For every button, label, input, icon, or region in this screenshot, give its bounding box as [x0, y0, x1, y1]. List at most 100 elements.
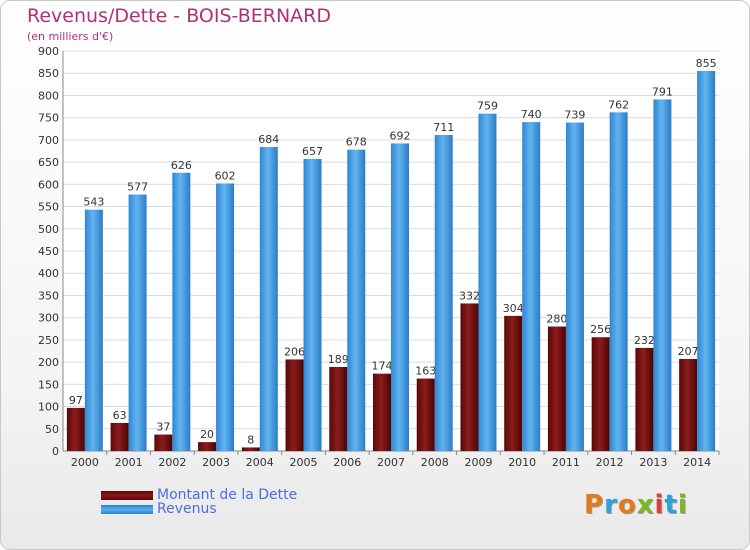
data-label-dette: 37	[156, 421, 170, 434]
bar-dette	[591, 337, 610, 451]
y-tick-label: 600	[38, 178, 59, 191]
y-tick-label: 400	[38, 267, 59, 280]
bar-dette	[285, 359, 304, 451]
data-label-revenus: 684	[258, 133, 279, 146]
data-label-dette: 97	[69, 394, 83, 407]
x-tick-label: 2000	[71, 456, 99, 469]
logo-letter: t	[664, 490, 678, 520]
proxiti-logo: Proxiti	[584, 490, 688, 520]
x-tick-label: 2012	[596, 456, 624, 469]
data-label-dette: 206	[284, 345, 305, 358]
bar-revenus	[216, 183, 235, 451]
data-label-dette: 332	[459, 289, 480, 302]
x-tick-label: 2004	[246, 456, 274, 469]
bar-revenus	[84, 209, 103, 451]
bar-revenus	[434, 135, 453, 451]
data-label-revenus: 602	[215, 169, 236, 182]
bar-dette	[416, 378, 435, 451]
bar-dette	[154, 434, 173, 451]
chart-subtitle: (en milliers d'€)	[27, 30, 114, 43]
x-tick-label: 2003	[202, 456, 230, 469]
data-label-dette: 280	[546, 313, 567, 326]
logo-letter: r	[604, 490, 618, 520]
legend-swatch-revenus	[101, 504, 153, 514]
bar-dette	[198, 442, 217, 451]
logo-letter: i	[654, 490, 665, 520]
y-tick-label: 450	[38, 245, 59, 258]
x-tick-label: 2011	[552, 456, 580, 469]
data-label-dette: 207	[678, 345, 699, 358]
data-label-revenus: 855	[696, 57, 717, 70]
x-tick-label: 2005	[290, 456, 318, 469]
y-tick-label: 0	[52, 445, 59, 458]
data-label-revenus: 739	[564, 109, 585, 122]
legend-label-dette: Montant de la Dette	[157, 487, 298, 503]
y-tick-label: 50	[45, 423, 59, 436]
bar-dette	[504, 315, 523, 451]
data-label-revenus: 740	[521, 108, 542, 121]
y-tick-label: 850	[38, 67, 59, 80]
data-label-dette: 20	[200, 428, 214, 441]
x-tick-label: 2006	[333, 456, 361, 469]
bar-dette	[547, 326, 566, 451]
data-label-dette: 174	[372, 360, 393, 373]
bar-revenus	[128, 194, 147, 452]
y-tick-label: 100	[38, 401, 59, 414]
y-tick-label: 250	[38, 334, 59, 347]
data-label-dette: 304	[503, 302, 524, 315]
bar-revenus	[565, 122, 584, 452]
logo-letter: o	[617, 490, 637, 520]
x-tick-label: 2009	[464, 456, 492, 469]
y-tick-label: 900	[38, 45, 59, 58]
legend-item-revenus: Revenus	[101, 501, 217, 517]
y-tick-label: 350	[38, 289, 59, 302]
bar-revenus	[259, 147, 278, 451]
bar-dette	[241, 447, 260, 451]
bar-revenus	[653, 99, 672, 451]
bar-revenus	[391, 143, 409, 451]
y-tick-label: 200	[38, 356, 59, 369]
y-tick-label: 650	[38, 156, 59, 169]
data-label-dette: 256	[590, 323, 611, 336]
bar-dette	[679, 359, 698, 451]
x-tick-label: 2014	[683, 456, 711, 469]
data-label-revenus: 657	[302, 145, 323, 158]
bar-revenus	[697, 71, 716, 451]
data-label-revenus: 678	[346, 136, 367, 149]
data-label-revenus: 711	[433, 121, 454, 134]
x-tick-label: 2001	[115, 456, 143, 469]
y-tick-label: 300	[38, 312, 59, 325]
data-label-revenus: 577	[127, 181, 148, 194]
bar-dette	[66, 407, 85, 451]
bar-revenus	[303, 159, 322, 451]
logo-letter: P	[584, 490, 605, 520]
data-label-dette: 163	[415, 365, 436, 378]
bar-dette	[635, 347, 654, 451]
y-tick-label: 800	[38, 89, 59, 102]
data-label-revenus: 626	[171, 159, 192, 172]
bar-revenus	[609, 112, 628, 451]
bar-dette	[373, 373, 391, 451]
bar-revenus	[522, 122, 541, 451]
logo-letter: x	[636, 490, 655, 520]
bar-revenus	[347, 149, 366, 451]
data-label-revenus: 791	[652, 85, 673, 98]
data-label-dette: 232	[634, 334, 655, 347]
legend-item-dette: Montant de la Dette	[101, 487, 297, 503]
x-tick-label: 2002	[158, 456, 186, 469]
bar-dette	[329, 367, 348, 451]
y-tick-label: 150	[38, 378, 59, 391]
data-label-dette: 8	[247, 433, 254, 446]
x-tick-label: 2010	[508, 456, 536, 469]
y-tick-label: 700	[38, 134, 59, 147]
data-label-dette: 63	[113, 409, 127, 422]
legend-label-revenus: Revenus	[157, 501, 217, 517]
x-tick-label: 2007	[377, 456, 405, 469]
bar-revenus	[478, 113, 497, 452]
logo-letter: i	[677, 490, 688, 520]
data-label-revenus: 543	[83, 196, 104, 209]
y-tick-label: 550	[38, 201, 59, 214]
bar-revenus	[172, 172, 191, 451]
